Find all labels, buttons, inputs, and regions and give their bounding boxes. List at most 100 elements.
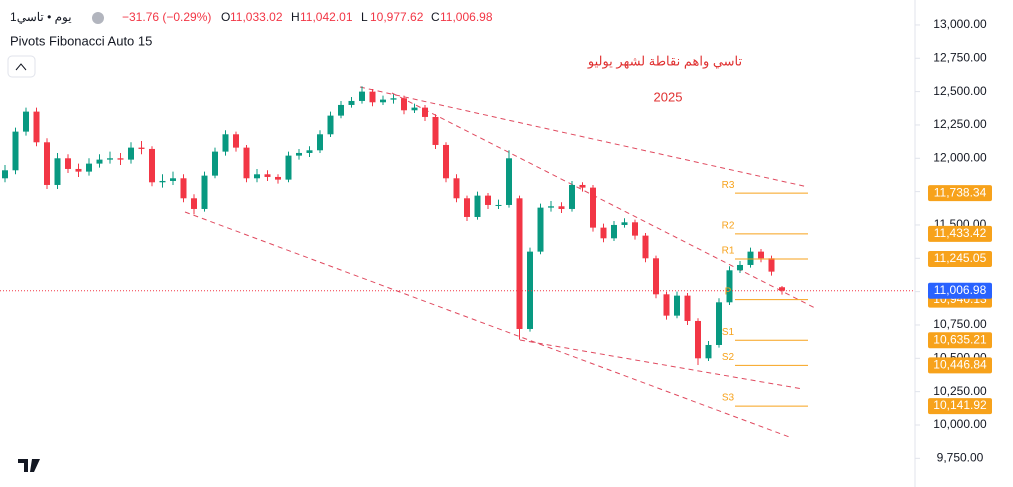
candle-body	[275, 176, 281, 180]
candle-body	[506, 158, 512, 205]
ohlc-value: 11,042.01	[300, 10, 353, 24]
pivot-name: P	[725, 286, 732, 297]
candle-body	[747, 251, 754, 265]
ohlc-key: H	[291, 10, 300, 24]
candle-body	[264, 174, 271, 177]
y-tick-label: 10,250.00	[933, 384, 987, 398]
candle-body	[705, 344, 712, 359]
pivot-price-label: 10,141.92	[933, 398, 987, 412]
candle-body	[107, 158, 113, 160]
candle-body	[390, 98, 397, 100]
candle-body	[149, 148, 155, 183]
candle-body	[317, 134, 323, 151]
candle-body	[422, 107, 428, 117]
last-price-box	[928, 282, 992, 299]
candle-body	[369, 91, 376, 103]
candle-body	[201, 175, 208, 209]
candle-body	[758, 251, 764, 259]
collapse-icon	[15, 63, 27, 71]
candle-body	[453, 178, 460, 199]
candle-body	[632, 222, 638, 236]
candle-body	[65, 158, 71, 169]
candle-body	[96, 159, 103, 164]
annotation: تاسي واهم نقاطة لشهر يوليو	[587, 53, 743, 69]
annotation: 2025	[654, 89, 683, 104]
candle-body	[474, 195, 481, 217]
status-dot	[92, 12, 104, 24]
candle-body	[191, 198, 197, 209]
trend-line	[391, 92, 816, 309]
candle-body	[348, 100, 355, 105]
pivot-price-label: 11,245.05	[934, 251, 987, 265]
candle-body	[779, 287, 785, 291]
y-tick-label: 12,250.00	[933, 117, 987, 131]
y-tick-label: 12,000.00	[933, 150, 987, 164]
candle-body	[296, 152, 302, 156]
candle-body	[432, 116, 439, 145]
pivot-name: S1	[722, 327, 735, 338]
collapse-button[interactable]	[7, 55, 36, 78]
y-tick-label: 12,500.00	[933, 84, 987, 98]
ohlc-value: 11,006.98	[440, 10, 493, 24]
candle-body	[44, 142, 50, 185]
candle-body	[180, 178, 187, 199]
candle-body	[170, 178, 176, 181]
candle-body	[401, 98, 407, 111]
candle-body	[548, 206, 554, 208]
ohlc-key: L	[361, 10, 368, 24]
candle-body	[306, 150, 313, 153]
indicator-name: Pivots Fibonacci Auto 15	[10, 33, 152, 48]
pivot-price-box	[928, 357, 992, 374]
candle-body	[642, 235, 649, 259]
pivot-price-box	[928, 398, 992, 415]
pivot-price-label: 10,446.84	[933, 358, 987, 372]
candle-body	[695, 320, 701, 359]
candle-body	[254, 174, 260, 179]
pivot-name: R1	[722, 246, 735, 257]
candle-body	[159, 180, 166, 183]
candle-body	[222, 134, 229, 152]
ohlc-value: 10,977.62	[370, 10, 424, 24]
candle-body	[54, 158, 61, 185]
candle-body	[33, 111, 40, 143]
candle-body	[768, 258, 775, 272]
pivot-price-box	[928, 225, 992, 242]
candle-body	[12, 131, 19, 171]
last-price-label: 11,006.98	[934, 283, 987, 297]
candle-body	[621, 222, 628, 225]
logo-mark	[18, 459, 40, 472]
candle-body	[359, 91, 365, 101]
candle-body	[516, 198, 523, 329]
trend-line	[359, 86, 809, 188]
trend-line	[519, 339, 804, 390]
y-tick-label: 10,000.00	[933, 417, 987, 431]
trend-lines	[184, 86, 816, 439]
candle-body	[579, 184, 586, 188]
candle-body	[327, 115, 334, 135]
candle-body	[537, 207, 544, 252]
y-tick-label: 12,750.00	[933, 50, 987, 64]
candle-body	[128, 147, 134, 160]
candle-body	[75, 168, 82, 172]
pivot-price-box	[928, 250, 992, 267]
pivot-name: S2	[722, 352, 735, 363]
change: −31.76 (−0.29%)	[122, 10, 211, 24]
candle-body	[464, 198, 470, 217]
candle-body	[716, 302, 722, 345]
candle-body	[558, 206, 565, 209]
y-tick-label: 10,750.00	[933, 317, 987, 331]
candle-body	[23, 111, 29, 132]
candle-body	[380, 99, 386, 103]
candle-body	[138, 147, 145, 149]
candle-body	[653, 258, 659, 295]
ohlc-value: 11,033.02	[230, 10, 283, 24]
candle-body	[485, 195, 491, 205]
candle-body	[117, 158, 124, 160]
candle-body	[285, 155, 292, 180]
pivot-price-label: 10,635.21	[933, 332, 987, 346]
candle-body	[338, 104, 344, 116]
y-tick-label: 13,000.00	[933, 17, 987, 31]
ohlc-key: O	[221, 10, 230, 24]
candle-body	[495, 204, 502, 206]
